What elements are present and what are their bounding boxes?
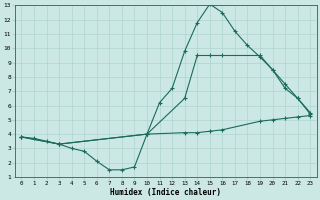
X-axis label: Humidex (Indice chaleur): Humidex (Indice chaleur) <box>110 188 221 197</box>
